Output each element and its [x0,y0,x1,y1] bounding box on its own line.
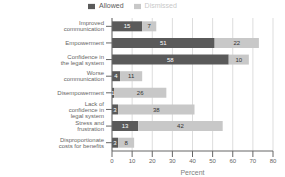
svg-text:10: 10 [129,158,136,164]
svg-text:70: 70 [250,158,257,164]
svg-text:Disproportionatecosts for bene: Disproportionatecosts for benefits [59,137,105,149]
svg-text:58: 58 [167,57,174,63]
html-text:Allowed: Allowed [99,2,124,9]
svg-text:26: 26 [137,90,144,96]
svg-text:Empowerment: Empowerment [65,40,104,46]
svg-text:Disempowerment: Disempowerment [57,90,104,96]
svg-text:51: 51 [160,40,167,46]
svg-text:60: 60 [229,158,236,164]
html-text:Dismissed: Dismissed [144,2,177,9]
svg-text:10: 10 [235,57,242,63]
svg-text:42: 42 [177,123,184,129]
svg-text:3: 3 [113,107,117,113]
svg-text:30: 30 [169,158,176,164]
svg-text:40: 40 [189,158,196,164]
svg-text:80: 80 [270,158,277,164]
svg-text:13: 13 [122,123,129,129]
svg-text:0: 0 [110,158,114,164]
svg-text:20: 20 [149,158,156,164]
svg-text:8: 8 [124,140,128,146]
svg-text:50: 50 [209,158,216,164]
svg-text:1: 1 [111,90,115,96]
svg-text:11: 11 [128,73,135,79]
svg-text:Percent: Percent [180,169,204,176]
svg-text:Lack ofconfidence inlegal syst: Lack ofconfidence inlegal system [69,101,105,119]
svg-text:Confidence inthe legal system: Confidence inthe legal system [61,54,104,66]
svg-text:38: 38 [153,107,160,113]
svg-text:Stress andfrustration: Stress andfrustration [75,120,104,132]
svg-text:Improvedcommunication: Improvedcommunication [64,20,104,32]
svg-text:4: 4 [114,73,118,79]
svg-text:22: 22 [233,40,240,46]
svg-text:Worsecommunication: Worsecommunication [64,70,105,82]
svg-text:7: 7 [148,23,152,29]
svg-text:3: 3 [113,140,117,146]
svg-text:15: 15 [124,23,131,29]
